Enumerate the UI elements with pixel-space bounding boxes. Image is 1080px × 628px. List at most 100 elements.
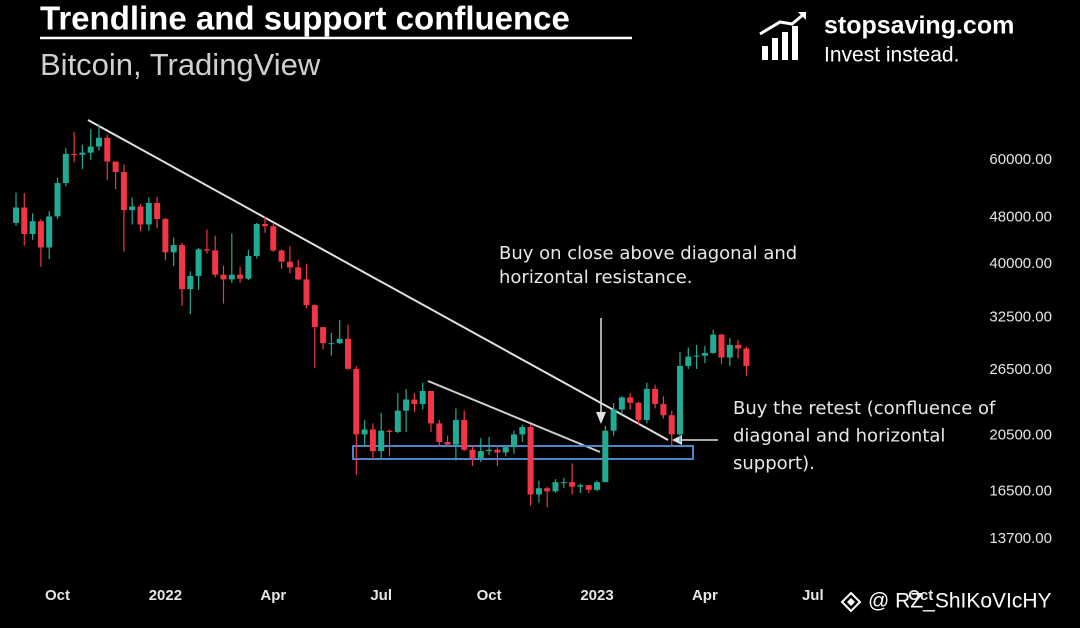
candle-body bbox=[212, 250, 219, 275]
candle-body bbox=[486, 449, 493, 452]
candle-body bbox=[120, 172, 127, 211]
watermark: @ RZ_ShIKoVIcHY bbox=[868, 590, 1052, 613]
candle-body bbox=[668, 415, 675, 435]
candle-body bbox=[502, 447, 509, 453]
candle-body bbox=[154, 202, 161, 220]
x-tick-label: Oct bbox=[477, 587, 502, 604]
candle-body bbox=[477, 451, 484, 458]
y-tick-label: 20500.00 bbox=[989, 427, 1052, 444]
x-tick-label: 2023 bbox=[580, 587, 613, 604]
annotation: support). bbox=[733, 453, 815, 474]
candle-body bbox=[187, 276, 194, 290]
candle-body bbox=[660, 403, 667, 416]
watermark-icon bbox=[840, 591, 862, 613]
brand-tagline: Invest instead. bbox=[824, 44, 959, 67]
candle-body bbox=[104, 137, 111, 162]
candle-body bbox=[569, 482, 576, 487]
candle-body bbox=[701, 352, 708, 356]
candle-body bbox=[220, 274, 227, 280]
candle-body bbox=[262, 223, 268, 227]
candle-body bbox=[228, 274, 235, 280]
candle-body bbox=[428, 390, 434, 424]
candle-body bbox=[320, 327, 327, 344]
candle-body bbox=[62, 153, 69, 184]
candle-body bbox=[743, 348, 750, 366]
candle-body bbox=[403, 399, 410, 411]
candle-body bbox=[54, 183, 61, 217]
brand-name: stopsaving.com bbox=[824, 12, 1014, 40]
candle-body bbox=[494, 449, 501, 453]
candle-body bbox=[610, 409, 617, 431]
candle-body bbox=[469, 449, 476, 458]
candle-body bbox=[652, 388, 659, 404]
candle-body bbox=[253, 223, 260, 257]
candle-body bbox=[378, 430, 385, 452]
candle-body bbox=[79, 152, 86, 155]
y-tick-label: 26500.00 bbox=[989, 361, 1052, 378]
arrow-head bbox=[596, 412, 606, 424]
candle-body bbox=[203, 249, 210, 251]
candle-body bbox=[535, 488, 542, 495]
candle-body bbox=[577, 485, 584, 487]
annotation: Buy on close above diagonal and bbox=[499, 243, 797, 264]
candle-body bbox=[278, 250, 285, 262]
candle-body bbox=[328, 343, 335, 345]
x-tick-label: Apr bbox=[692, 587, 718, 604]
candle-body bbox=[693, 355, 700, 357]
support-zone bbox=[352, 445, 694, 460]
annotation: Buy the retest (confluence of bbox=[733, 398, 996, 419]
candle-body bbox=[511, 434, 517, 448]
candle-body bbox=[677, 365, 683, 435]
candle-body bbox=[345, 338, 351, 369]
candle-body bbox=[718, 334, 725, 358]
candle-body bbox=[411, 399, 418, 404]
candle-body bbox=[170, 245, 177, 253]
candle-body bbox=[552, 482, 559, 492]
candle-body bbox=[710, 334, 717, 353]
candle-body bbox=[386, 430, 393, 432]
candle-body bbox=[295, 267, 302, 280]
y-tick-label: 32500.00 bbox=[989, 308, 1052, 325]
x-tick-label: Oct bbox=[45, 587, 70, 604]
y-tick-label: 40000.00 bbox=[989, 255, 1052, 272]
trendline bbox=[87, 119, 669, 441]
x-tick-label: Jul bbox=[370, 587, 392, 604]
candle-body bbox=[311, 305, 318, 328]
candle-body bbox=[71, 153, 78, 155]
y-tick-label: 60000.00 bbox=[989, 151, 1052, 168]
candle-body bbox=[444, 441, 451, 445]
brand-logo bbox=[759, 12, 806, 60]
candle-body bbox=[245, 256, 252, 279]
candle-body bbox=[96, 137, 102, 147]
candle-body bbox=[627, 397, 634, 403]
candle-body bbox=[162, 219, 169, 253]
candle-body bbox=[369, 429, 376, 452]
candle-body bbox=[179, 245, 185, 290]
y-tick-label: 16500.00 bbox=[989, 482, 1052, 499]
x-tick-label: Oct bbox=[908, 587, 933, 604]
candle-body bbox=[237, 274, 244, 279]
candle-body bbox=[29, 221, 36, 235]
candle-body bbox=[394, 410, 401, 432]
candle-body bbox=[436, 423, 443, 442]
trendline bbox=[427, 380, 601, 453]
x-tick-label: 2022 bbox=[149, 587, 182, 604]
candle-body bbox=[13, 207, 19, 223]
annotation: diagonal and horizontal bbox=[733, 426, 945, 447]
candle-body bbox=[87, 146, 94, 153]
annotation: horizontal resistance. bbox=[499, 267, 693, 288]
y-tick-label: 13700.00 bbox=[989, 530, 1052, 547]
candle-body bbox=[594, 482, 600, 490]
candle-body bbox=[635, 402, 642, 420]
candle-body bbox=[419, 390, 426, 404]
candle-body bbox=[270, 226, 277, 251]
candle-body bbox=[618, 397, 625, 410]
chart-subtitle: Bitcoin, TradingView bbox=[40, 47, 321, 82]
candle-body bbox=[112, 161, 119, 173]
candle-body bbox=[527, 427, 534, 495]
candle-body bbox=[602, 430, 609, 483]
candle-body bbox=[46, 216, 53, 248]
candle-body bbox=[195, 249, 202, 277]
